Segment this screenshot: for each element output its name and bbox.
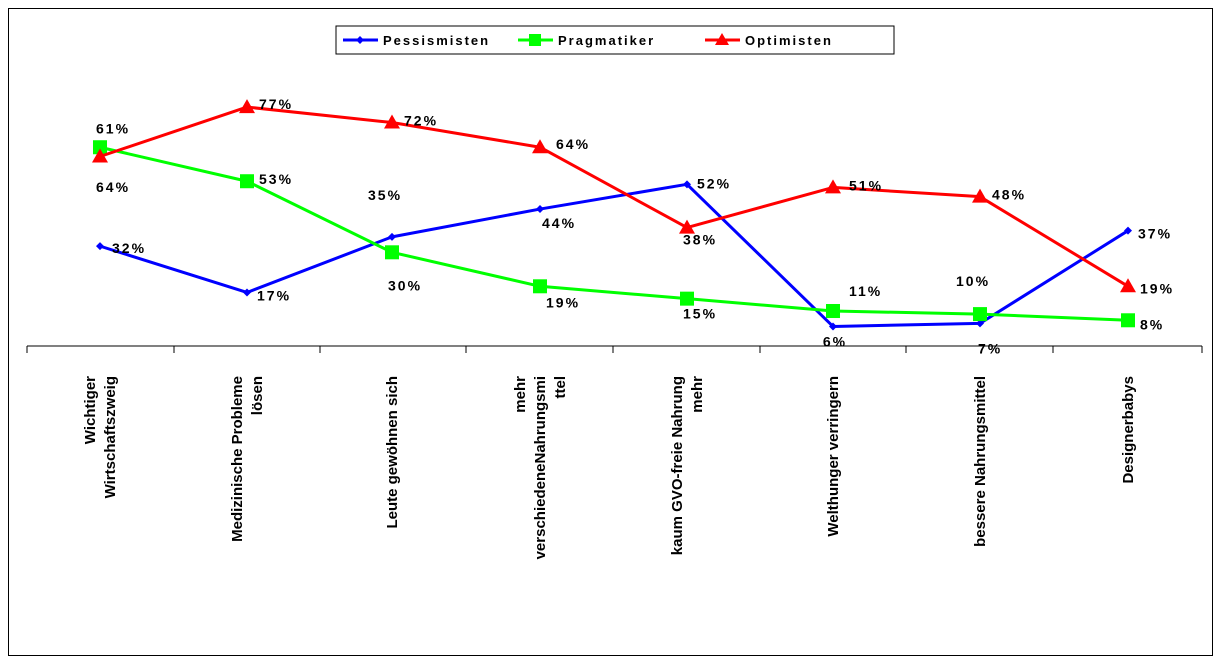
data-point-marker: [972, 188, 988, 203]
legend-box: [335, 25, 895, 55]
category-label-line: bessere Nahrungsmittel: [972, 376, 989, 547]
data-point-marker: [93, 140, 107, 155]
category-label: Leute gewöhnen sich: [384, 376, 401, 529]
data-point-marker: [536, 205, 544, 214]
data-point-marker: [240, 174, 254, 189]
data-label: 44%: [542, 215, 576, 231]
data-label: 64%: [556, 136, 590, 152]
legend-label: Optimisten: [745, 33, 833, 48]
data-label: 19%: [1140, 280, 1174, 296]
data-point-marker: [1124, 226, 1132, 235]
category-label-line: Medizinische Probleme: [229, 376, 246, 542]
category-label: Designerbabys: [1120, 376, 1137, 484]
data-label: 17%: [257, 287, 291, 303]
data-label: 7%: [978, 340, 1002, 356]
data-point-marker: [385, 245, 399, 260]
data-label: 51%: [849, 177, 883, 193]
data-label: 38%: [683, 232, 717, 248]
legend-label: Pessismisten: [383, 33, 490, 48]
legend-swatch-marker: [529, 34, 541, 46]
data-label: 48%: [992, 187, 1026, 203]
data-label: 32%: [112, 240, 146, 256]
series-line-pessismisten: [99, 182, 1129, 328]
category-label: bessere Nahrungsmittel: [972, 376, 989, 547]
data-label: 77%: [259, 96, 293, 112]
category-label: Medizinische Probleme lösen: [229, 376, 266, 542]
data-label: 72%: [404, 113, 438, 129]
data-point-marker: [976, 319, 984, 328]
series-line-pragmatiker: [99, 145, 1129, 322]
data-label: 37%: [1138, 226, 1172, 242]
data-point-marker: [683, 180, 691, 189]
legend: Pessismisten Pragmatiker Optimisten: [335, 25, 895, 55]
data-label: 53%: [259, 171, 293, 187]
data-label: 52%: [697, 175, 731, 191]
data-point-marker: [239, 99, 255, 114]
category-label-line: Wichtiger: [82, 376, 99, 444]
data-point-marker: [96, 242, 104, 251]
data-point-marker: [826, 304, 840, 319]
data-label: 10%: [956, 273, 990, 289]
data-point-marker: [679, 219, 695, 234]
category-label-line: Designerbabys: [1120, 376, 1137, 484]
data-point-marker: [384, 114, 400, 129]
legend-swatch-marker: [715, 33, 729, 45]
data-label: 35%: [368, 187, 402, 203]
category-label: kaum GVO-freie Nahrung mehr: [669, 376, 706, 555]
data-point-marker: [1121, 313, 1135, 328]
data-label: 6%: [823, 333, 847, 349]
data-point-marker: [1120, 278, 1136, 293]
category-label-line: mehr: [512, 376, 529, 413]
category-label-line: verschiedeneNahrungsmi: [532, 376, 549, 559]
data-point-marker: [532, 139, 548, 154]
data-point-marker: [388, 232, 396, 241]
category-label-line: Leute gewöhnen sich: [384, 376, 401, 529]
data-point-marker: [973, 307, 987, 322]
chart-frame: [8, 8, 1213, 656]
data-label: 61%: [96, 121, 130, 137]
data-label: 30%: [388, 277, 422, 293]
legend-swatch-marker: [356, 36, 364, 44]
series-line-optimisten: [99, 105, 1129, 288]
data-label: 64%: [96, 179, 130, 195]
data-point-marker: [829, 322, 837, 331]
data-point-marker: [533, 279, 547, 294]
category-label-line: ttel: [552, 376, 569, 399]
data-point-marker: [243, 288, 251, 297]
category-label: mehr verschiedeneNahrungsmi ttel: [512, 376, 569, 560]
legend-label: Pragmatiker: [558, 33, 655, 48]
data-point-marker: [92, 148, 108, 163]
data-label: 11%: [849, 283, 882, 299]
data-label: 19%: [546, 294, 580, 310]
data-point-marker: [825, 179, 841, 194]
data-point-marker: [680, 291, 694, 306]
category-label-line: lösen: [249, 376, 266, 415]
data-label: 15%: [683, 306, 717, 322]
category-label: Wichtiger Wirtschaftszweig: [82, 376, 119, 499]
data-label: 8%: [1140, 316, 1164, 332]
category-label-line: Wirtschaftszweig: [102, 376, 119, 498]
category-label-line: mehr: [689, 376, 706, 413]
category-label-line: kaum GVO-freie Nahrung: [669, 376, 686, 555]
category-label-line: Welthunger verringern: [825, 376, 842, 537]
category-label: Welthunger verringern: [825, 376, 842, 537]
